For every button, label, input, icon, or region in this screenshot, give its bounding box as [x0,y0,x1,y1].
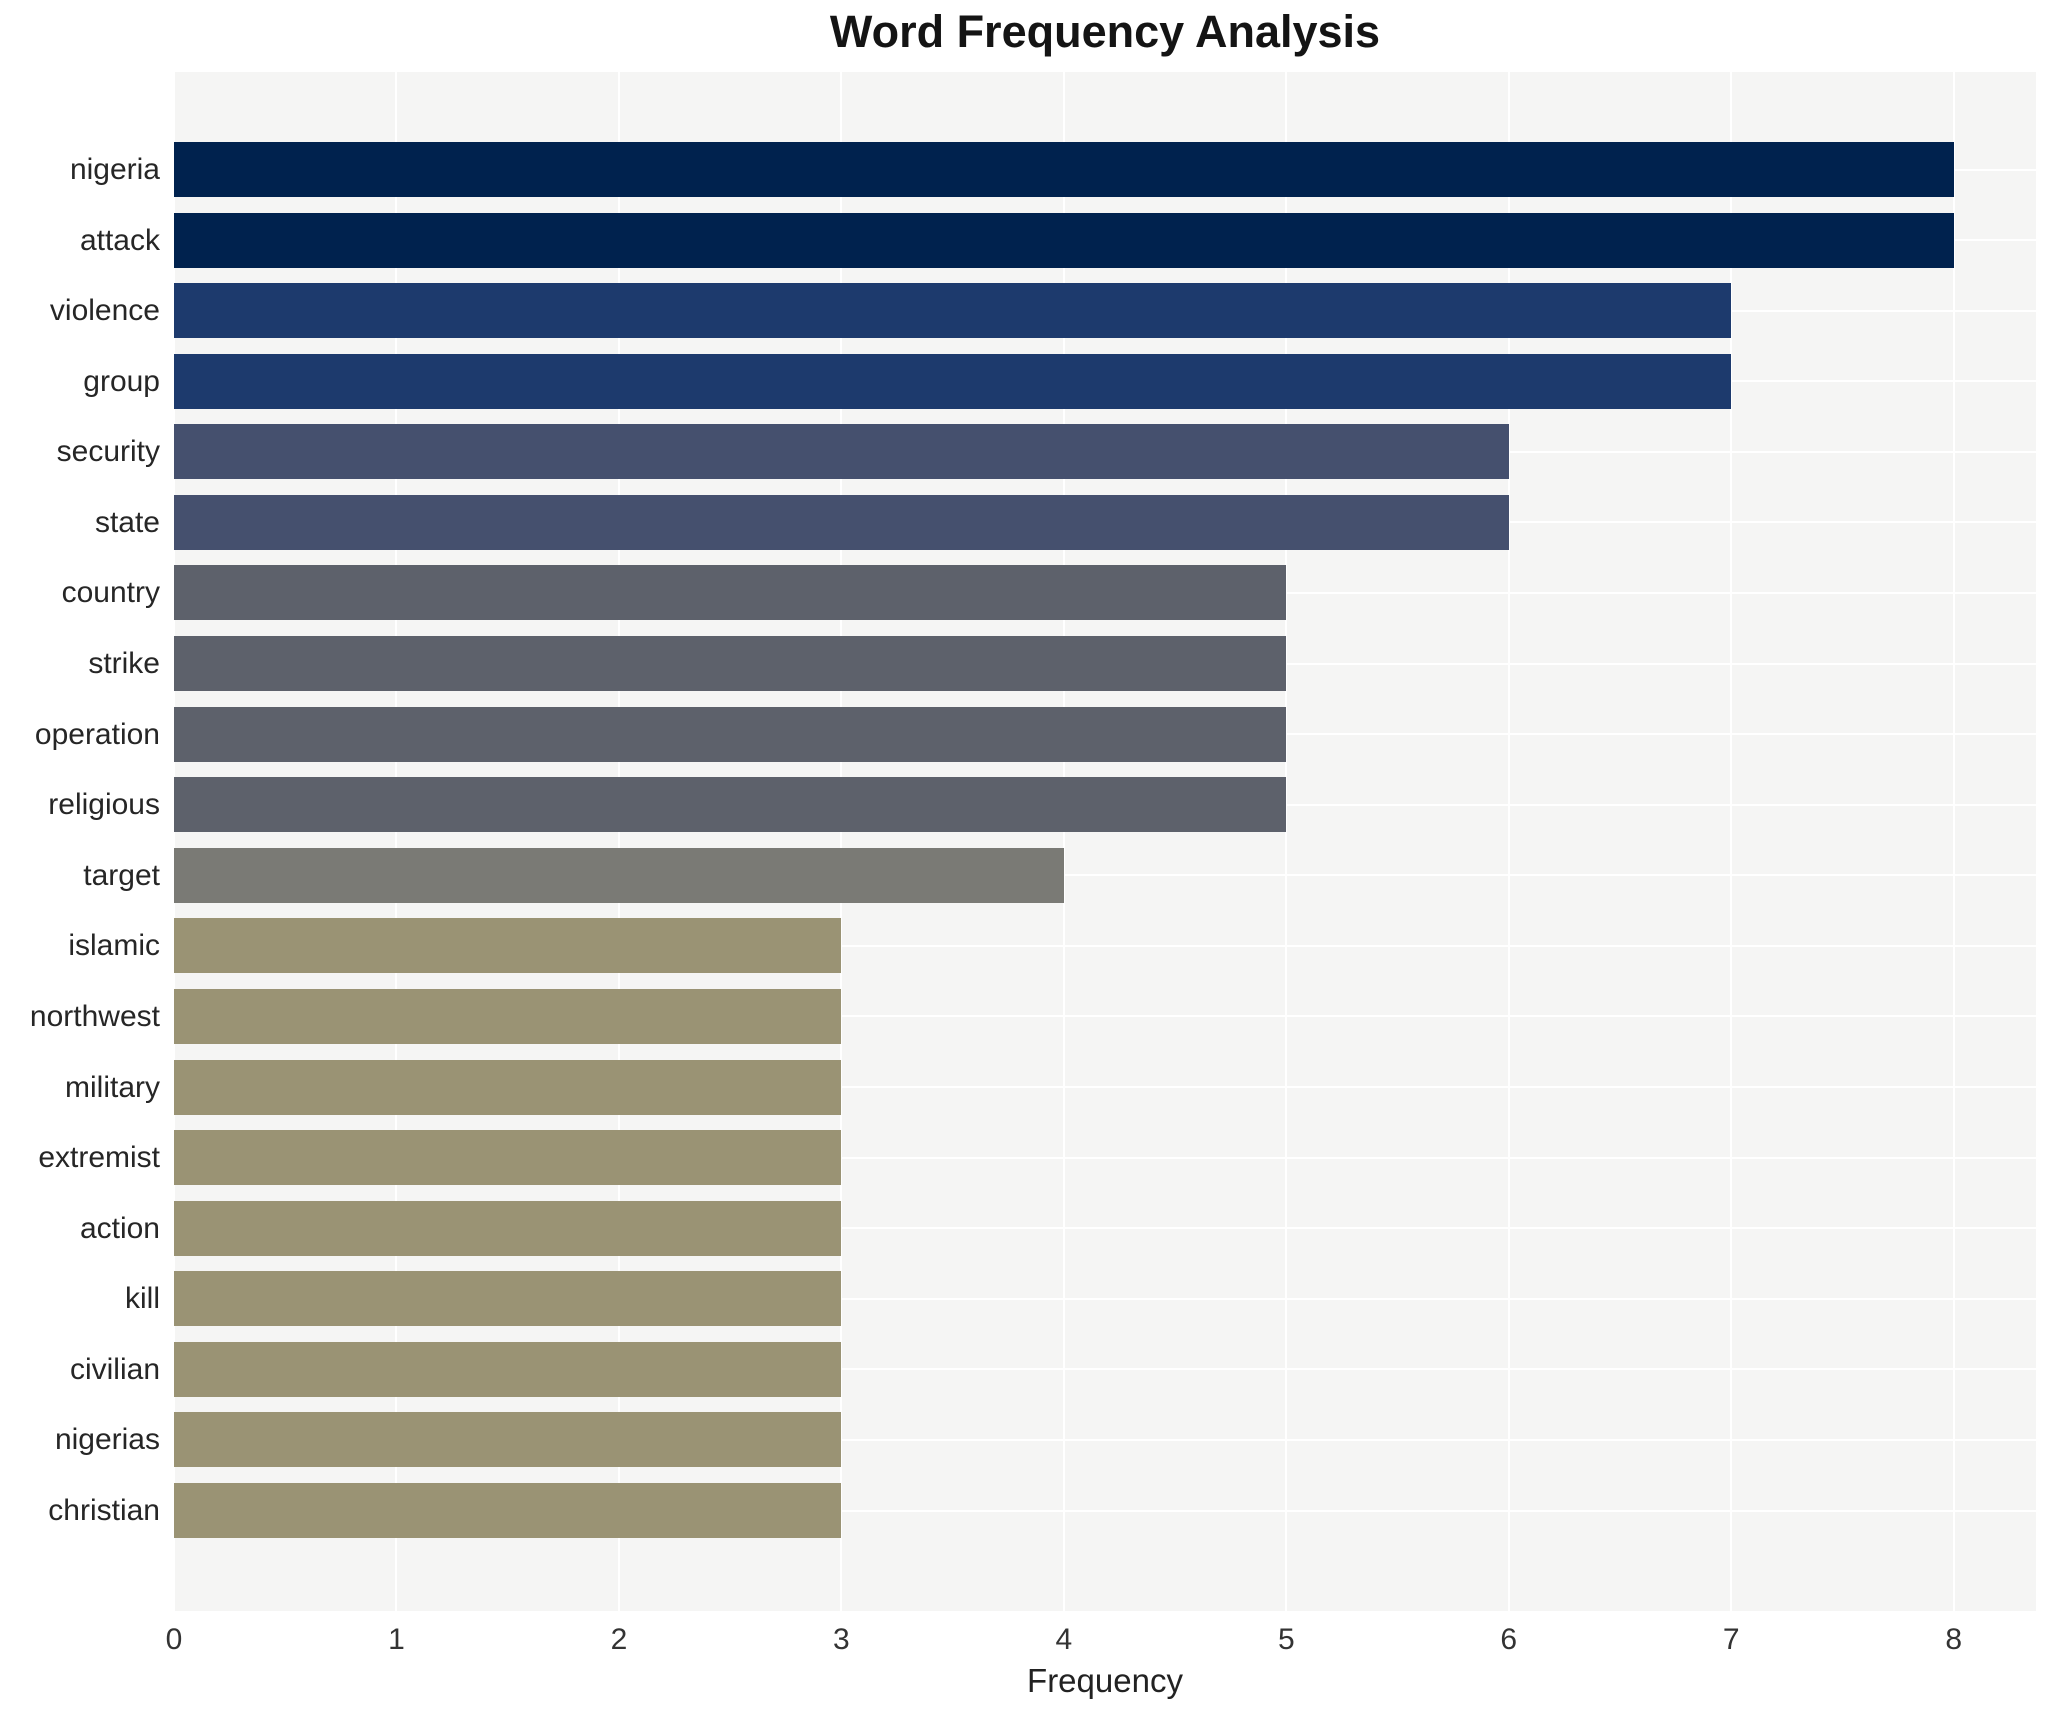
x-gridline [840,72,843,1611]
bar-military [174,1059,842,1115]
chart-title: Word Frequency Analysis [829,6,1381,57]
y-gridline [174,1086,2036,1089]
y-axis-label-christian: christian [48,1494,160,1528]
bar-country [174,565,1287,621]
bar-extremist [174,1130,842,1186]
bar-religious [174,777,1287,833]
x-gridline [1952,72,1955,1611]
y-axis-label-northwest: northwest [29,999,160,1033]
bar-strike [174,636,1287,692]
x-gridline [1285,72,1288,1611]
x-tick-label-6: 6 [1500,1623,1518,1656]
y-axis-label-nigerias: nigerias [54,1423,160,1457]
bar-nigerias [174,1412,842,1468]
x-tick-label-4: 4 [1055,1623,1073,1656]
x-axis-title: Frequency [1027,1662,1183,1699]
bar-target [174,847,1064,903]
bar-security [174,424,1509,480]
y-gridline [174,944,2036,947]
y-gridline [174,1297,2036,1300]
y-axis-label-violence: violence [49,294,160,328]
y-axis-label-kill: kill [125,1282,160,1316]
bar-action [174,1200,842,1256]
y-axis-label-islamic: islamic [68,929,160,963]
bar-islamic [174,918,842,974]
bar-christian [174,1483,842,1539]
x-tick-label-3: 3 [833,1623,850,1656]
x-tick-label-5: 5 [1277,1623,1295,1656]
y-axis-label-group: group [83,364,160,398]
x-tick-label-1: 1 [388,1623,405,1656]
y-axis-label-action: action [79,1211,160,1245]
x-gridline [1730,72,1733,1611]
y-axis-label-strike: strike [88,647,160,681]
y-axis-label-religious: religious [48,788,160,822]
y-axis-label-military: military [65,1070,160,1104]
y-axis-label-extremist: extremist [38,1141,160,1175]
y-gridline [174,874,2036,877]
x-gridline [395,72,398,1611]
y-axis-label-civilian: civilian [69,1352,160,1386]
x-tick-label-8: 8 [1945,1623,1963,1656]
y-axis-label-attack: attack [79,223,160,257]
bar-nigeria [174,142,1954,197]
bar-civilian [174,1341,842,1397]
bar-northwest [174,988,842,1044]
x-tick-label-2: 2 [610,1623,628,1656]
bar-kill [174,1271,842,1327]
y-gridline [174,1156,2036,1159]
bar-group [174,353,1732,409]
y-gridline [174,1015,2036,1018]
y-axis-label-state: state [94,505,160,539]
x-tick-label-7: 7 [1722,1623,1740,1656]
y-axis-label-target: target [83,858,160,892]
plot-area [173,72,2036,1611]
bar-attack [174,212,1954,268]
x-gridline [173,72,175,1611]
x-tick-label-0: 0 [165,1623,183,1656]
x-gridline [617,72,620,1611]
y-axis-label-country: country [61,576,160,610]
y-gridline [174,1227,2036,1230]
y-axis-label-operation: operation [34,717,160,751]
y-axis-label-security: security [56,435,160,469]
y-gridline [174,1368,2036,1371]
y-axis-label-nigeria: nigeria [69,153,160,186]
bar-operation [174,706,1287,762]
bar-state [174,494,1509,550]
y-gridline [174,1438,2036,1441]
y-gridline [174,1509,2036,1512]
bar-violence [174,283,1732,339]
x-gridline [1062,72,1065,1611]
x-gridline [1507,72,1510,1611]
